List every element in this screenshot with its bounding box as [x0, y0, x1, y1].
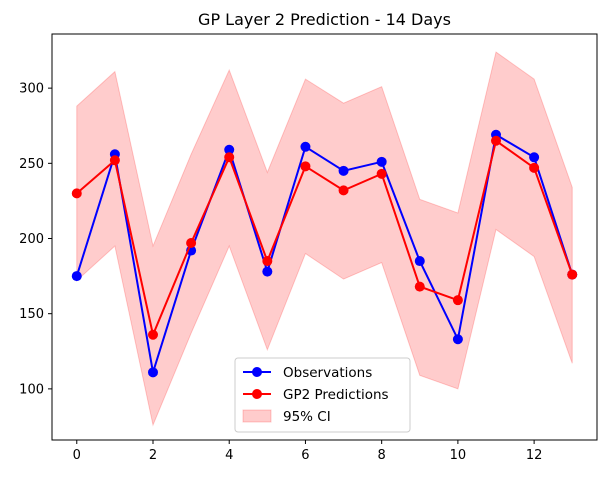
data-point-observations: [338, 165, 349, 176]
series-layer: [71, 129, 578, 378]
y-tick-label: 250: [19, 157, 44, 172]
plot-frame: [51, 33, 598, 441]
series-gp2-predictions: [71, 135, 578, 340]
x-tick-label: 10: [450, 448, 467, 463]
y-axis: 100 150 200 250 300: [19, 82, 52, 397]
x-tick-label: 0: [73, 448, 81, 463]
legend-label-ci: 95% CI: [283, 409, 331, 425]
data-point-gp2-predictions: [338, 185, 349, 196]
data-point-gp2-predictions: [186, 238, 197, 249]
x-tick-label: 8: [378, 448, 386, 463]
data-point-observations: [300, 141, 311, 152]
data-point-observations: [147, 367, 158, 378]
data-point-gp2-predictions: [71, 188, 82, 199]
data-point-observations: [71, 271, 82, 282]
x-axis: 0 2 4 6 8 10 12: [73, 440, 543, 463]
x-tick-label: 12: [526, 448, 543, 463]
data-point-observations: [452, 334, 463, 345]
data-point-observations: [224, 144, 235, 155]
chart-title: GP Layer 2 Prediction - 14 Days: [198, 10, 451, 29]
x-tick-label: 6: [301, 448, 309, 463]
data-point-observations: [529, 152, 540, 163]
data-point-gp2-predictions: [147, 329, 158, 340]
legend-marker-gp2-predictions: [252, 389, 262, 399]
data-point-gp2-predictions: [262, 256, 273, 267]
y-tick-label: 100: [19, 382, 44, 397]
data-point-gp2-predictions: [491, 135, 502, 146]
data-point-gp2-predictions: [529, 162, 540, 173]
legend-swatch-ci: [242, 409, 272, 423]
legend-marker-observations: [252, 367, 262, 377]
data-point-gp2-predictions: [452, 295, 463, 306]
y-tick-label: 300: [19, 82, 44, 97]
ci-band-layer: [76, 51, 573, 427]
data-point-gp2-predictions: [109, 155, 120, 166]
data-point-gp2-predictions: [567, 269, 578, 280]
ci-band: [76, 51, 573, 427]
x-tick-label: 4: [225, 448, 233, 463]
data-point-gp2-predictions: [376, 168, 387, 179]
legend: Observations GP2 Predictions 95% CI: [234, 357, 411, 433]
data-point-gp2-predictions: [224, 152, 235, 163]
data-point-gp2-predictions: [300, 161, 311, 172]
series-line-gp2-predictions: [76, 139, 574, 339]
x-tick-label: 2: [149, 448, 157, 463]
y-tick-label: 200: [19, 232, 44, 247]
data-point-observations: [262, 266, 273, 277]
legend-box: [234, 357, 411, 433]
legend-label-gp2-predictions: GP2 Predictions: [283, 387, 389, 403]
y-tick-label: 150: [19, 307, 44, 322]
data-point-observations: [376, 156, 387, 167]
data-point-observations: [414, 256, 425, 267]
data-point-gp2-predictions: [414, 281, 425, 292]
legend-label-observations: Observations: [283, 365, 372, 381]
